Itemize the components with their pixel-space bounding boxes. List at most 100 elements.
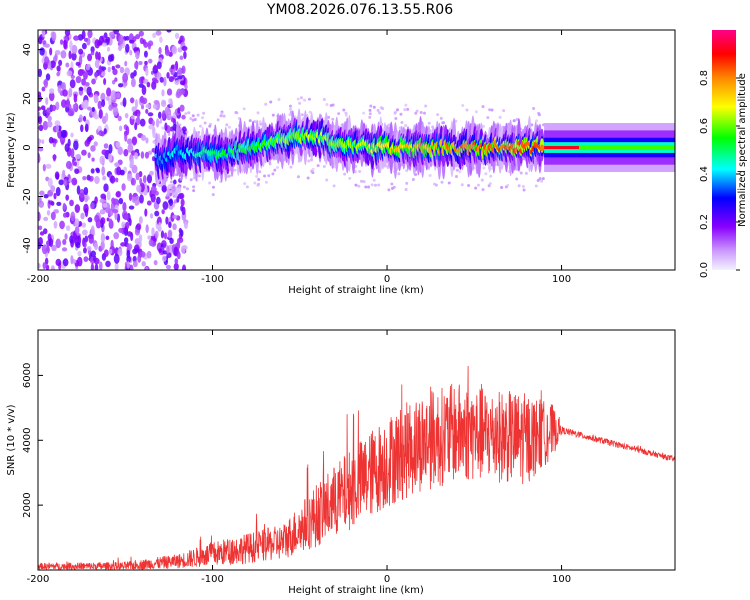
noise-blob: [90, 46, 95, 53]
noise-blob: [81, 30, 86, 40]
noise-blob: [135, 172, 140, 181]
noise-blob: [60, 50, 67, 59]
noise-blob: [93, 114, 100, 120]
halo-blob: [189, 117, 193, 121]
noise-blob: [58, 59, 63, 67]
halo-blob: [461, 103, 465, 107]
halo-blob: [196, 113, 200, 117]
noise-blob: [81, 229, 88, 236]
noise-blob: [124, 113, 129, 119]
noise-blob: [152, 32, 157, 39]
halo-blob: [360, 179, 364, 183]
noise-blob: [164, 49, 171, 57]
noise-blob: [70, 211, 76, 222]
noise-blob: [154, 210, 160, 217]
noise-blob: [125, 35, 130, 41]
noise-blob: [118, 44, 122, 52]
halo-blob: [329, 104, 333, 108]
halo-blob: [288, 104, 292, 108]
noise-blob: [98, 261, 103, 270]
noise-blob: [159, 76, 164, 83]
noise-blob: [55, 186, 61, 197]
noise-blob: [168, 98, 172, 104]
noise-blob: [133, 47, 139, 52]
halo-blob: [189, 178, 193, 182]
noise-blob: [74, 218, 80, 228]
noise-blob: [106, 217, 110, 222]
halo-blob: [436, 113, 440, 117]
noise-blob: [124, 60, 128, 67]
noise-blob: [144, 151, 150, 159]
noise-blob: [158, 47, 162, 55]
halo-blob: [322, 165, 326, 169]
noise-blob: [101, 99, 106, 107]
halo-blob: [397, 172, 401, 176]
noise-blob: [64, 143, 70, 153]
halo-blob: [263, 174, 267, 178]
halo-blob: [211, 193, 215, 197]
noise-blob: [141, 261, 146, 267]
noise-blob: [51, 244, 57, 252]
noise-blob: [125, 125, 130, 136]
noise-blob: [126, 255, 132, 263]
noise-blob: [179, 80, 186, 86]
noise-blob: [38, 138, 42, 144]
noise-blob: [58, 179, 64, 186]
halo-blob: [169, 183, 173, 187]
noise-blob: [160, 101, 167, 108]
noise-blob: [65, 62, 70, 68]
noise-blob: [148, 124, 154, 130]
noise-blob: [166, 245, 170, 254]
snr-y-tick-label: 2000: [22, 492, 33, 517]
noise-blob: [112, 68, 118, 76]
noise-blob: [83, 256, 89, 262]
noise-blob: [75, 61, 81, 66]
noise-blob: [105, 112, 109, 122]
halo-blob: [300, 113, 304, 117]
noise-blob: [42, 40, 47, 45]
noise-blob: [112, 106, 119, 117]
noise-blob: [61, 247, 68, 252]
halo-blob: [498, 115, 502, 119]
noise-blob: [123, 237, 129, 244]
noise-blob: [53, 192, 57, 200]
halo-blob: [368, 115, 372, 119]
halo-blob: [522, 188, 526, 192]
halo-blob: [211, 185, 215, 189]
halo-blob: [243, 182, 247, 186]
noise-blob: [103, 249, 109, 257]
halo-blob: [233, 168, 237, 172]
noise-blob: [90, 263, 95, 270]
noise-blob: [87, 152, 91, 159]
noise-blob: [70, 132, 74, 138]
noise-blob: [108, 152, 113, 162]
noise-blob: [55, 101, 60, 111]
noise-blob: [141, 104, 145, 110]
noise-blob: [161, 184, 167, 193]
noise-blob: [113, 232, 120, 240]
noise-blob: [84, 235, 89, 243]
halo-blob: [185, 187, 189, 191]
noise-blob: [88, 234, 94, 244]
noise-blob: [54, 50, 61, 56]
colorbar: 0.0 0.2 0.4 0.6 0.8 Normalized spectral ampl…: [699, 30, 748, 278]
halo-blob: [390, 182, 394, 186]
halo-blob: [257, 177, 261, 181]
noise-blob: [166, 72, 170, 79]
noise-blob: [93, 141, 98, 147]
noise-blob: [168, 198, 174, 207]
noise-blob: [111, 197, 116, 204]
noise-blob: [64, 30, 71, 37]
halo-blob: [203, 121, 207, 125]
noise-blob: [74, 168, 80, 175]
noise-blob: [83, 241, 87, 248]
noise-blob: [108, 248, 113, 254]
noise-blob: [138, 83, 144, 88]
noise-blob: [98, 108, 103, 119]
noise-blob: [45, 73, 51, 81]
halo-blob: [316, 164, 320, 168]
noise-blob: [118, 125, 123, 132]
noise-blob: [83, 186, 89, 196]
noise-blob: [132, 111, 138, 116]
